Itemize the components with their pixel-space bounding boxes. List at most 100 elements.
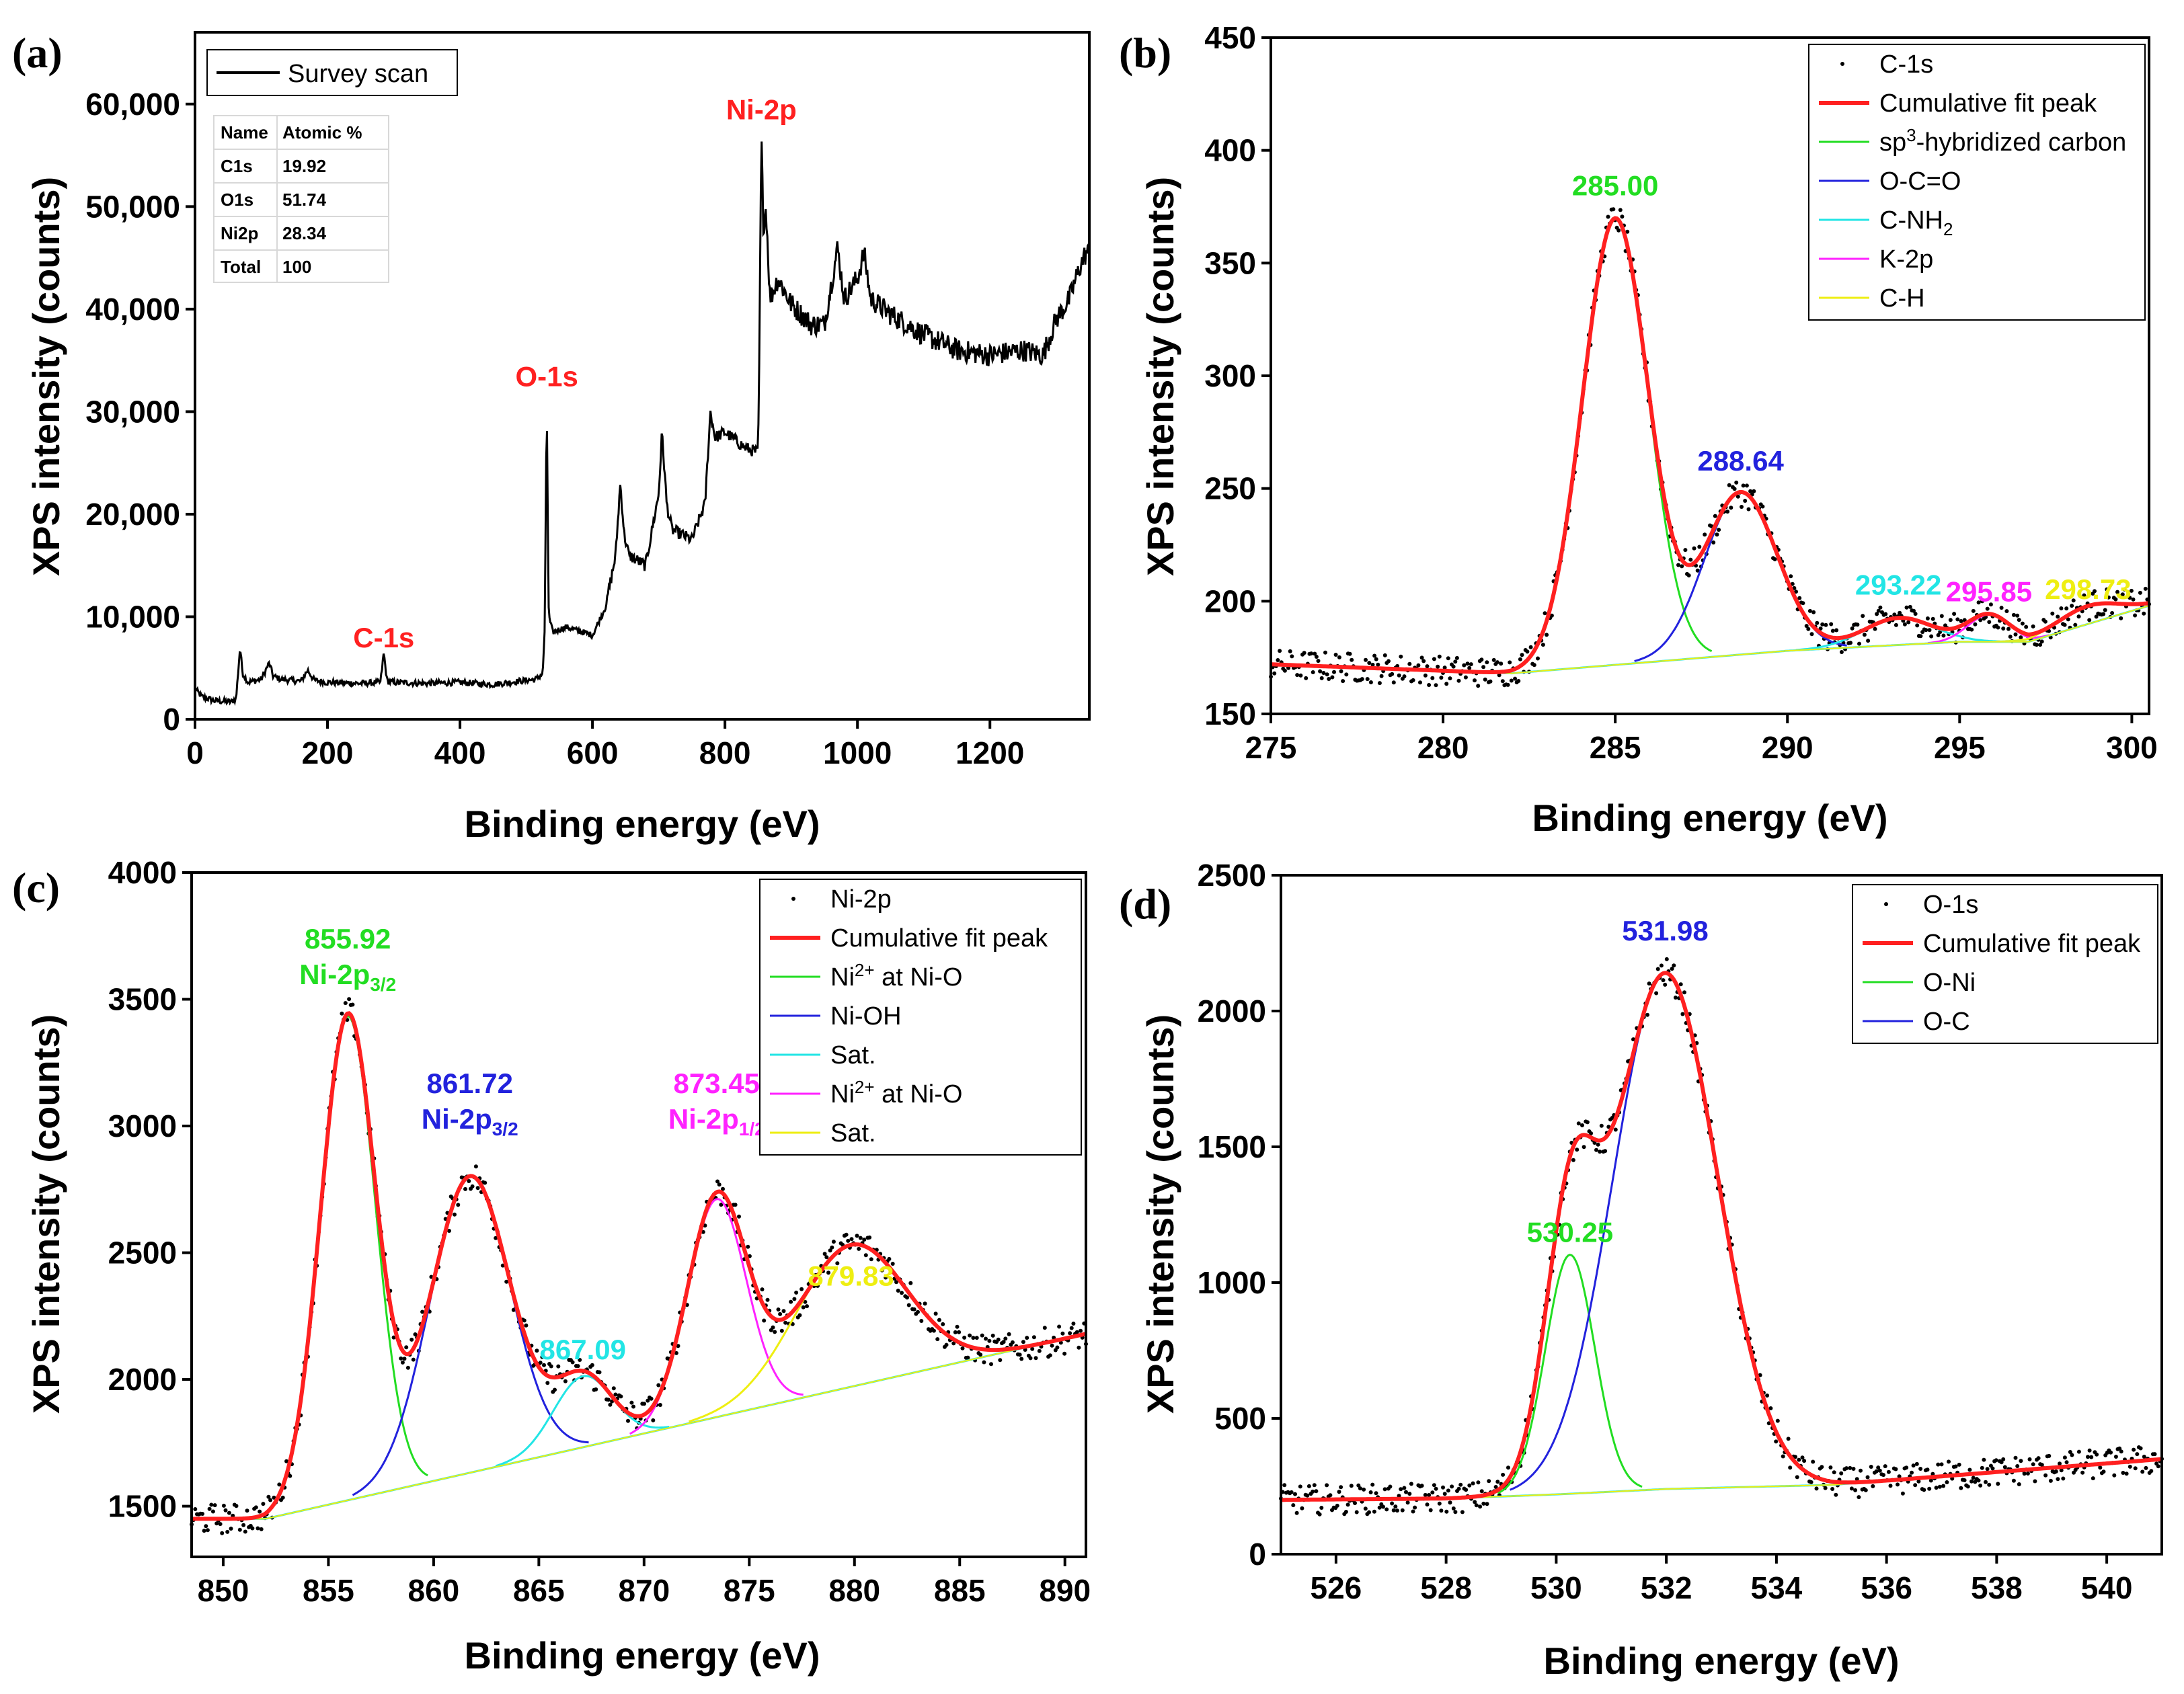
panel-d-data-point bbox=[1941, 1484, 1946, 1488]
panel-d-data-point bbox=[1970, 1479, 1974, 1484]
panel-d-data-point bbox=[1478, 1504, 1483, 1509]
panel-c-data-point bbox=[549, 1364, 553, 1369]
panel-b-data-point bbox=[2117, 594, 2121, 598]
panel-d-data-point bbox=[1793, 1455, 1797, 1459]
panel-c-data-point bbox=[887, 1256, 892, 1261]
panel-c-data-point bbox=[391, 1335, 396, 1340]
panel-c-data-point bbox=[245, 1508, 249, 1513]
panel-d-data-point bbox=[1407, 1492, 1412, 1496]
panel-b-data-point bbox=[2103, 608, 2107, 612]
panel-a-survey: (a) 0 200 400 600 800 1000 1200 0 10,000 20,000 30… bbox=[12, 29, 1091, 845]
panel-b-data-point bbox=[1850, 626, 1855, 631]
panel-c-ytick-label: 4000 bbox=[108, 855, 177, 890]
panel-c-data-point bbox=[1010, 1340, 1015, 1344]
panel-a-label: (a) bbox=[12, 29, 63, 77]
panel-b-data-point bbox=[1276, 658, 1280, 662]
panel-b-data-point bbox=[1736, 494, 1740, 499]
panel-d-data-point bbox=[1411, 1509, 1415, 1514]
panel-c-data-point bbox=[404, 1345, 409, 1350]
panel-d-data-point bbox=[1413, 1505, 1417, 1510]
panel-c-data-point bbox=[1025, 1336, 1029, 1340]
panel-d-data-point bbox=[1402, 1486, 1407, 1490]
panel-a-ytick-label: 20,000 bbox=[85, 497, 180, 532]
panel-c-data-point bbox=[540, 1355, 545, 1359]
panel-c-ytick-label: 1500 bbox=[108, 1489, 177, 1524]
panel-b-data-point bbox=[1902, 622, 1907, 627]
panel-c-data-point bbox=[989, 1362, 993, 1367]
panel-c-data-point bbox=[794, 1290, 799, 1295]
panel-a-xlabel: Binding energy (eV) bbox=[465, 803, 820, 845]
panel-b-data-point bbox=[1318, 669, 1323, 674]
panel-b-data-point bbox=[2142, 611, 2146, 616]
panel-d-data-point bbox=[1300, 1506, 1304, 1510]
panel-c-data-point bbox=[405, 1365, 410, 1370]
panel-b-data-point bbox=[1606, 214, 1610, 219]
panel-d-data-point bbox=[1585, 1120, 1590, 1125]
panel-b-data-point bbox=[1453, 659, 1458, 664]
panel-b-data-point bbox=[1713, 514, 1717, 518]
legend-text: Ni-2p bbox=[830, 885, 892, 914]
panel-b-data-point bbox=[1876, 608, 1881, 613]
panel-b-data-point bbox=[1421, 659, 1426, 663]
panel-b-data-point bbox=[1448, 676, 1452, 681]
panel-c-data-point bbox=[475, 1186, 480, 1191]
panel-a-legend-text: Survey scan bbox=[288, 60, 428, 88]
panel-b-data-point bbox=[1442, 666, 1447, 670]
panel-c-data-point bbox=[863, 1253, 868, 1258]
panel-b-data-point bbox=[1451, 664, 1456, 669]
panel-b-data-point bbox=[2076, 614, 2081, 619]
panel-c-data-point bbox=[538, 1361, 543, 1365]
panel-b-data-point bbox=[1748, 489, 1753, 493]
panel-c-peak-annotation: Ni-2p3/2 bbox=[299, 959, 396, 995]
panel-d-data-point bbox=[1289, 1490, 1294, 1494]
panel-d-data-point bbox=[1765, 1394, 1770, 1398]
panel-d-data-point bbox=[1876, 1465, 1881, 1470]
panel-a-ylabel: XPS intensity (counts) bbox=[25, 177, 67, 576]
panel-b-xtick-label: 275 bbox=[1245, 730, 1297, 765]
panel-b-data-point bbox=[1540, 643, 1545, 647]
panel-c-data-point bbox=[524, 1323, 529, 1328]
panel-c-data-point bbox=[576, 1364, 580, 1369]
panel-d-data-point bbox=[1655, 967, 1660, 971]
panel-d-data-point bbox=[1855, 1477, 1859, 1482]
panel-d-data-point bbox=[1356, 1483, 1361, 1488]
panel-d-data-point bbox=[1409, 1482, 1413, 1486]
panel-b-data-point bbox=[1996, 625, 2000, 630]
panel-b-data-point bbox=[1936, 633, 1941, 637]
panel-d-data-point bbox=[2022, 1471, 2027, 1476]
panel-c-ytick-label: 3000 bbox=[108, 1108, 177, 1143]
panel-c-data-point bbox=[420, 1309, 425, 1314]
panel-b-xtick-label: 280 bbox=[1417, 730, 1469, 765]
panel-b-data-point bbox=[1446, 656, 1450, 661]
panel-b-data-point bbox=[2015, 613, 2020, 618]
legend-marker-dots bbox=[1840, 62, 1844, 66]
panel-d-data-point bbox=[1994, 1458, 1998, 1463]
panel-b-data-point bbox=[1370, 662, 1375, 667]
legend-text: C-H bbox=[1879, 284, 1925, 313]
legend-text: Sat. bbox=[830, 1119, 876, 1147]
panel-c-data-point bbox=[858, 1236, 863, 1240]
panel-b-data-point bbox=[2101, 612, 2106, 616]
panel-b-data-point bbox=[1857, 641, 1861, 646]
table-cell: O1s bbox=[221, 190, 254, 210]
panel-c-data-point bbox=[1055, 1345, 1060, 1350]
panel-b-data-point bbox=[1272, 671, 1277, 676]
panel-d-data-point bbox=[1613, 1127, 1618, 1132]
panel-a-xtick-label: 1000 bbox=[823, 735, 892, 770]
panel-c-ytick-label: 3500 bbox=[108, 982, 177, 1017]
panel-b-data-point bbox=[1804, 624, 1809, 629]
panel-c-data-point bbox=[867, 1235, 872, 1240]
panel-d-data-point bbox=[1911, 1463, 1916, 1468]
panel-c-data-point bbox=[594, 1387, 598, 1392]
panel-d-data-point bbox=[1874, 1469, 1879, 1474]
panel-b-data-point bbox=[1862, 633, 1867, 637]
panel-b-ytick-label: 250 bbox=[1204, 471, 1256, 506]
panel-d-data-point bbox=[1319, 1506, 1324, 1510]
panel-c-data-point bbox=[857, 1246, 861, 1251]
panel-c-data-point bbox=[746, 1244, 750, 1249]
panel-c-cumulative-fit bbox=[192, 1011, 1087, 1521]
panel-b-data-point bbox=[1948, 618, 1953, 622]
panel-d-data-point bbox=[2128, 1464, 2132, 1469]
panel-c-data-point bbox=[884, 1275, 888, 1280]
panel-b-data-point bbox=[1298, 673, 1303, 678]
